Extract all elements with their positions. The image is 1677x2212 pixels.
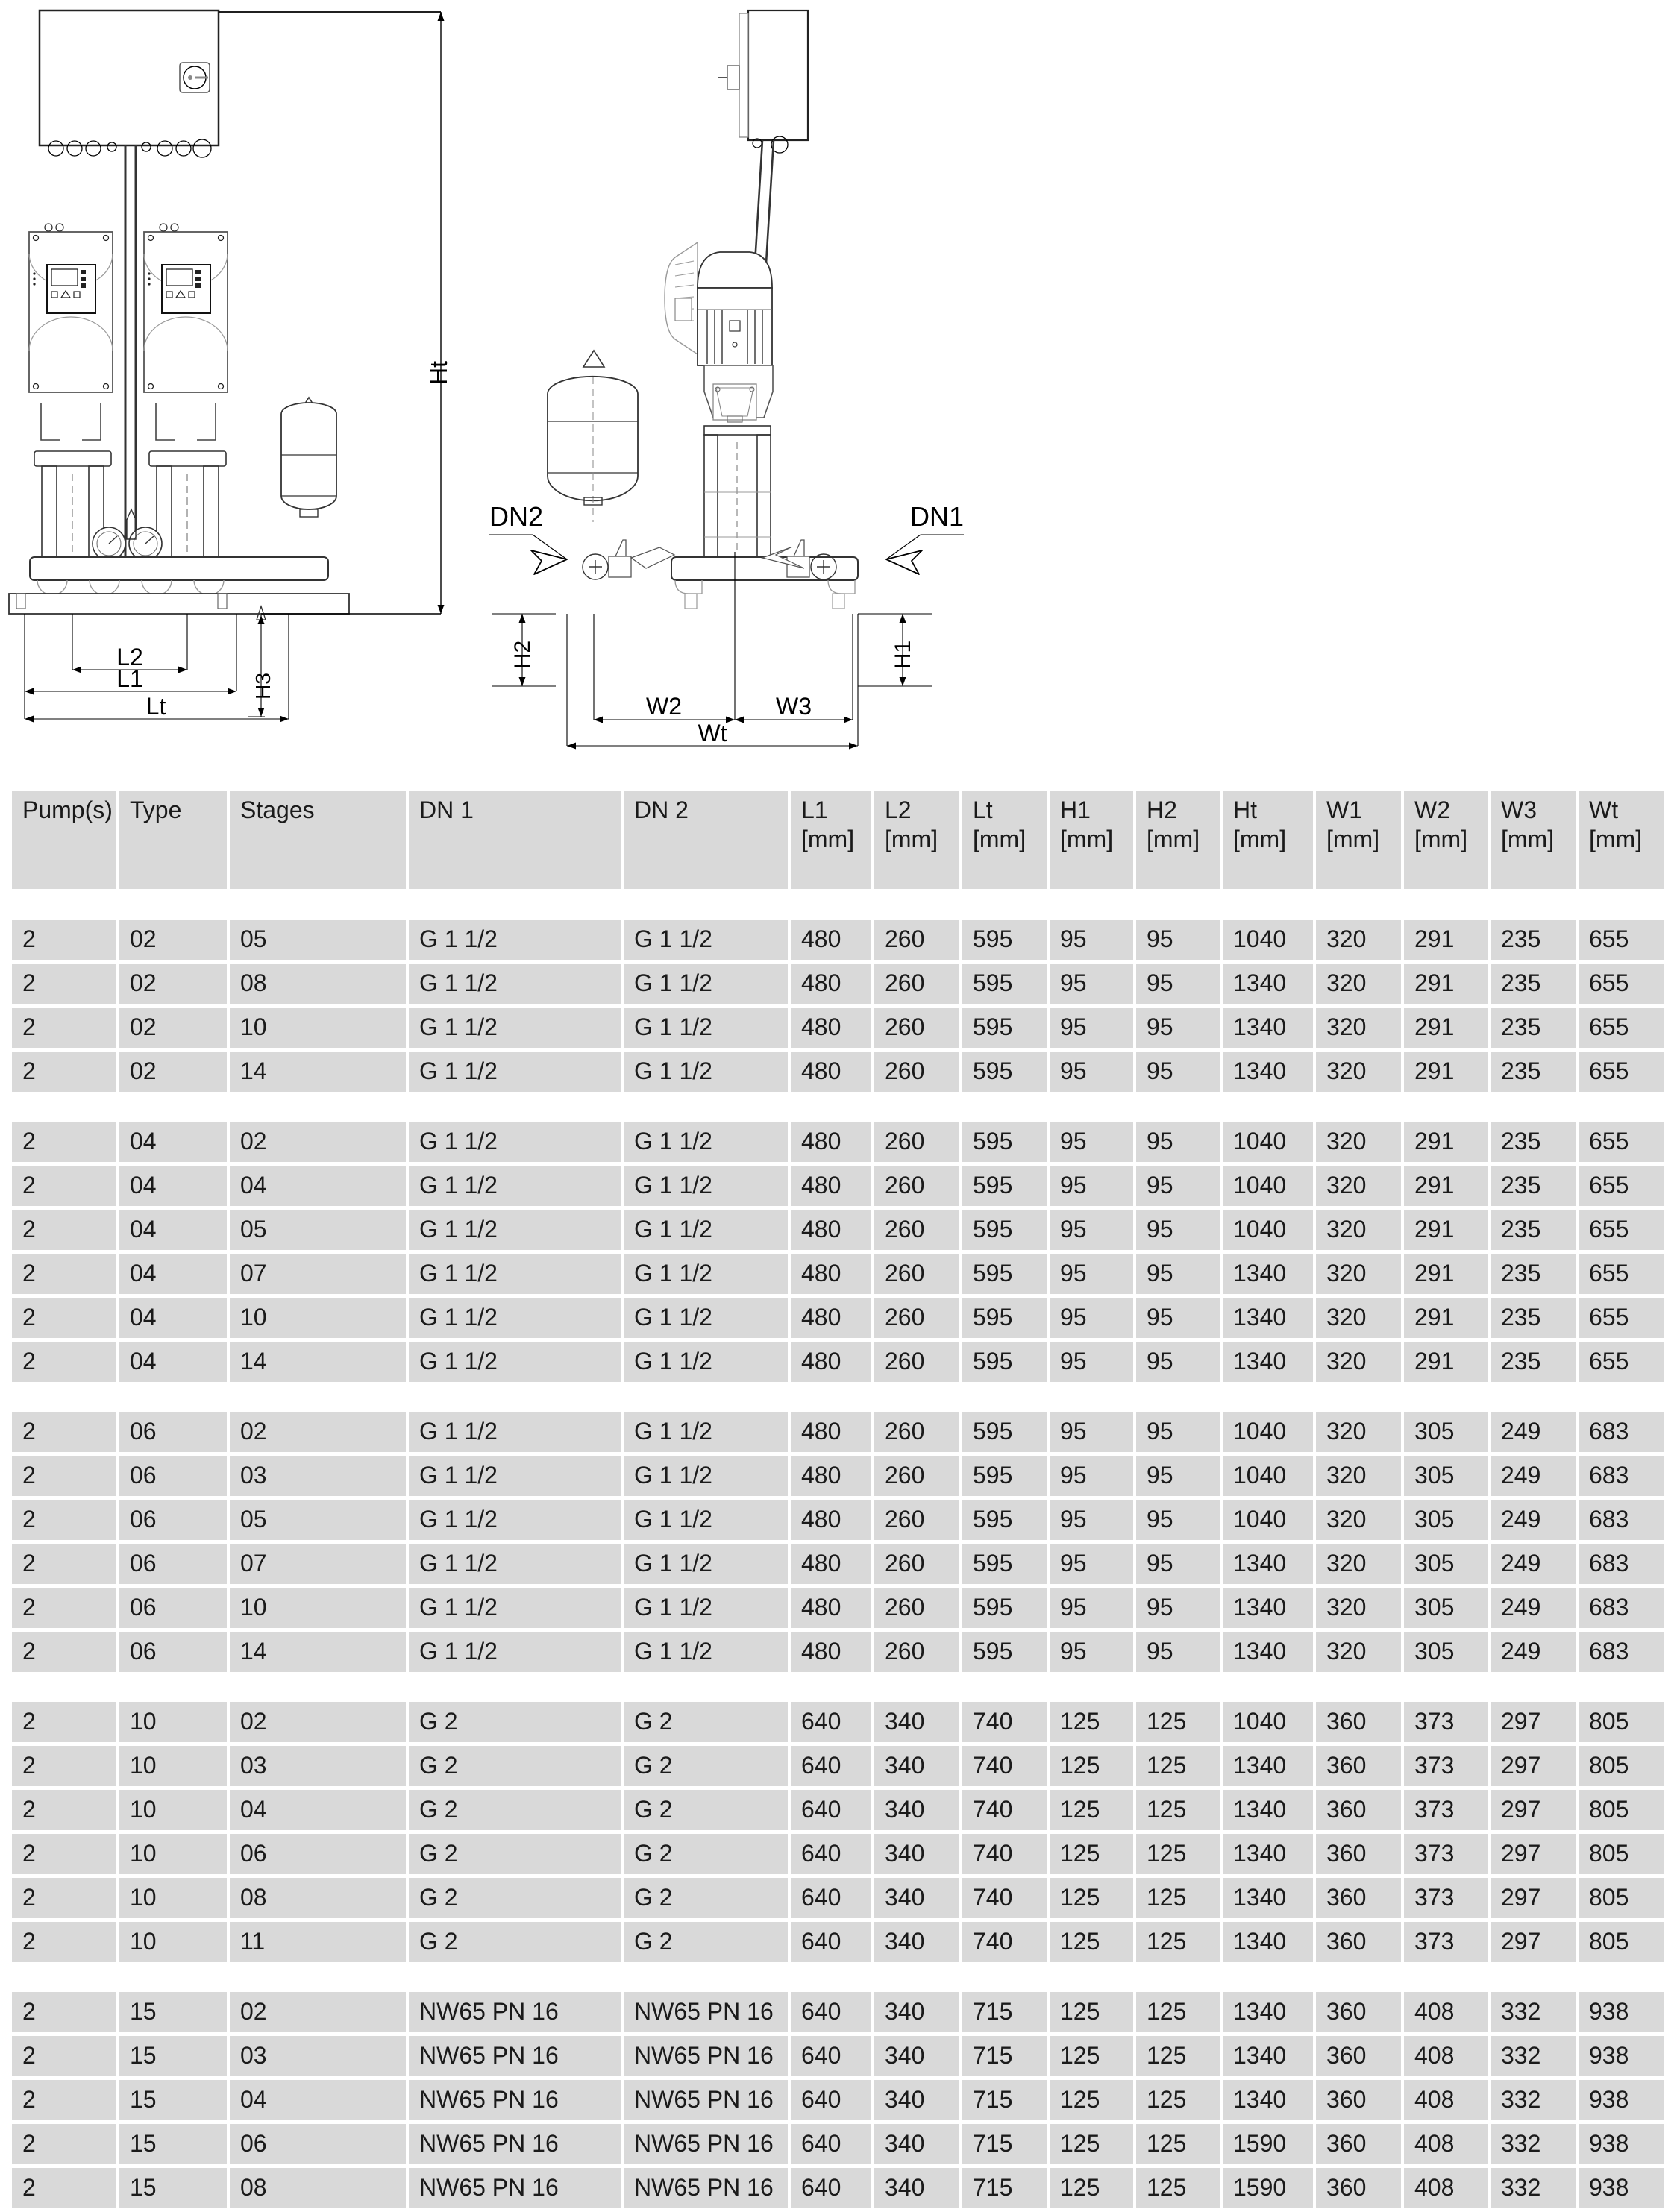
- svg-text:DN2: DN2: [489, 501, 543, 532]
- svg-text:H2: H2: [510, 641, 535, 669]
- svg-text:H1: H1: [891, 641, 915, 669]
- svg-text:Wt: Wt: [698, 720, 727, 747]
- svg-text:W2: W2: [646, 693, 682, 720]
- svg-text:H3: H3: [251, 673, 275, 700]
- svg-text:Lt: Lt: [146, 693, 166, 720]
- svg-text:L1: L1: [116, 665, 143, 692]
- svg-text:Ht: Ht: [425, 361, 452, 385]
- svg-text:W3: W3: [776, 693, 812, 720]
- svg-text:DN1: DN1: [910, 501, 964, 532]
